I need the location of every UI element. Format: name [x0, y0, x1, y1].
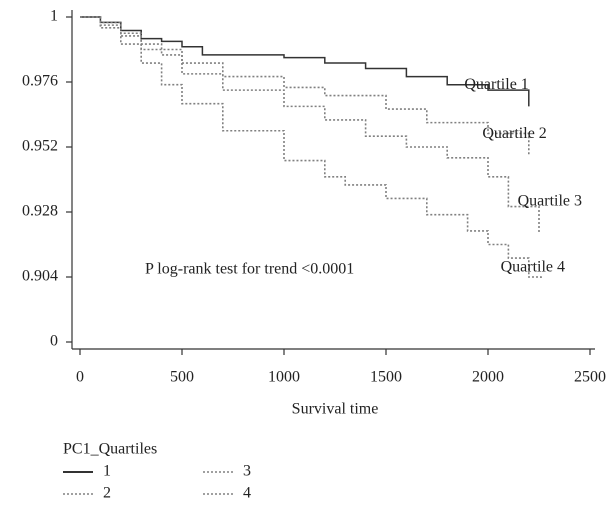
x-tick-label: 2000 [472, 369, 504, 386]
x-tick-label: 0 [76, 369, 84, 386]
x-tick-label: 500 [170, 369, 194, 386]
legend-title: PC1_Quartiles [63, 441, 157, 458]
legend-label: 2 [103, 485, 111, 502]
y-tick-label: 0.928 [22, 203, 58, 220]
x-tick-label: 2500 [574, 369, 606, 386]
y-tick-label: 0 [50, 333, 58, 350]
y-tick-label: 0.952 [22, 138, 58, 155]
survival-curve [80, 16, 530, 156]
annotation: P log-rank test for trend <0.0001 [145, 261, 354, 278]
x-tick-label: 1000 [268, 369, 300, 386]
y-tick-label: 0.904 [22, 268, 58, 285]
curve-label: Quartile 3 [518, 193, 582, 210]
y-tick-label: 0.976 [22, 73, 58, 90]
legend-label: 4 [243, 485, 251, 502]
legend-label: 3 [243, 463, 251, 480]
y-tick-label: 1 [50, 8, 58, 25]
legend-label: 1 [103, 463, 111, 480]
x-axis-label: Survival time [292, 401, 379, 418]
x-tick-label: 1500 [370, 369, 402, 386]
curve-label: Quartile 4 [501, 258, 565, 275]
curve-label: Quartile 1 [464, 76, 528, 93]
survival-curve [80, 16, 542, 279]
survival-curve [80, 16, 530, 107]
survival-curve [80, 16, 540, 234]
curve-label: Quartile 2 [482, 125, 546, 142]
